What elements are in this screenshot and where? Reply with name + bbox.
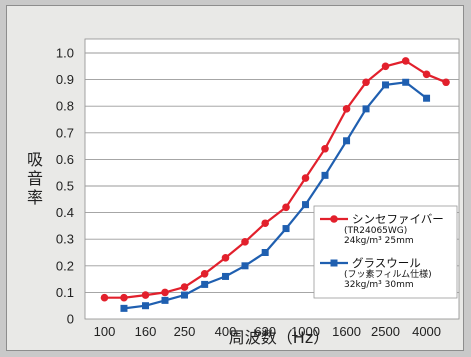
- x-tick-label: 1600: [332, 324, 361, 339]
- data-point: [442, 78, 450, 87]
- data-point: [321, 144, 329, 153]
- series-line: [123, 81, 428, 310]
- data-point: [201, 280, 209, 288]
- legend-series-detail: 24kg/m³ 25mm: [344, 236, 414, 246]
- legend-series-detail: (TR24065WG): [344, 226, 407, 236]
- data-point: [282, 225, 290, 233]
- data-point: [381, 62, 390, 71]
- data-point: [362, 78, 370, 87]
- x-tick-label: 4000: [412, 324, 441, 339]
- data-point: [222, 272, 230, 280]
- y-tick-label: 0.4: [56, 205, 74, 220]
- y-tick-label: 0.9: [56, 72, 74, 87]
- x-tick-label: 630: [254, 324, 276, 339]
- y-tick-label: 0.1: [56, 285, 74, 300]
- x-tick-label: 400: [215, 324, 237, 339]
- data-point: [343, 137, 351, 145]
- data-point: [180, 283, 189, 291]
- x-tick-label: 250: [174, 324, 196, 339]
- data-point: [301, 174, 310, 182]
- y-tick-label: 1.0: [56, 46, 74, 61]
- y-axis-title-char: 率: [27, 188, 43, 207]
- chart-frame: 0 0.1 0.2 0.3 0.4 0.5 0.6 0.7 0.8 0.9 1.0 100 160 25…: [6, 5, 464, 351]
- data-point: [142, 302, 150, 310]
- legend-swatch-marker: [330, 215, 338, 223]
- data-point: [422, 70, 431, 79]
- legend: シンセファイバー(TR24065WG)24kg/m³ 25mm グラスウール(フッ…: [313, 205, 458, 299]
- y-tick-label: 0.2: [56, 258, 74, 273]
- series-1: [100, 57, 450, 302]
- data-point: [402, 78, 410, 86]
- legend-series-detail: 32kg/m³ 30mm: [344, 280, 414, 290]
- legend-series-name: グラスウール: [352, 256, 421, 270]
- data-point: [302, 201, 310, 209]
- legend-box: [313, 205, 458, 299]
- data-point: [261, 219, 269, 228]
- data-point: [200, 269, 209, 278]
- x-tick-label: 100: [94, 324, 116, 339]
- legend-series-detail: (フッ素フィルム仕様): [344, 268, 432, 280]
- data-point: [161, 296, 169, 304]
- series-2: [120, 78, 431, 312]
- x-axis-title: 周波数（Hz）: [229, 328, 329, 347]
- y-tick-label: 0.7: [56, 125, 74, 140]
- y-axis-title-char: 吸: [27, 150, 43, 169]
- y-axis-title-char: 音: [27, 169, 43, 188]
- data-point: [180, 291, 188, 299]
- legend-swatch-marker: [330, 259, 338, 267]
- absorption-chart: 0 0.1 0.2 0.3 0.4 0.5 0.6 0.7 0.8 0.9 1.0 100 160 25…: [27, 38, 460, 347]
- y-tick-label: 0.6: [56, 152, 74, 167]
- y-tick-label: 0.3: [56, 232, 74, 247]
- data-point: [382, 81, 390, 89]
- data-point: [241, 262, 249, 270]
- data-point: [261, 249, 269, 256]
- data-point: [423, 94, 431, 102]
- data-point: [161, 288, 169, 297]
- data-point: [241, 238, 249, 246]
- data-point: [282, 203, 290, 212]
- y-tick-label: 0: [67, 312, 74, 327]
- x-tick-label: 1000: [291, 324, 320, 339]
- data-point: [362, 105, 370, 113]
- data-point: [141, 291, 150, 299]
- data-point: [221, 254, 230, 262]
- data-point: [120, 304, 128, 312]
- y-tick-label: 0.8: [56, 99, 74, 114]
- data-point: [321, 171, 329, 179]
- data-point: [100, 293, 109, 302]
- legend-series-name: シンセファイバー: [352, 212, 444, 226]
- data-point: [120, 293, 128, 302]
- x-tick-label: 160: [135, 324, 157, 339]
- x-tick-label: 2500: [371, 324, 400, 339]
- y-tick-label: 0.5: [56, 179, 74, 194]
- data-point: [342, 105, 351, 113]
- data-point: [401, 57, 410, 65]
